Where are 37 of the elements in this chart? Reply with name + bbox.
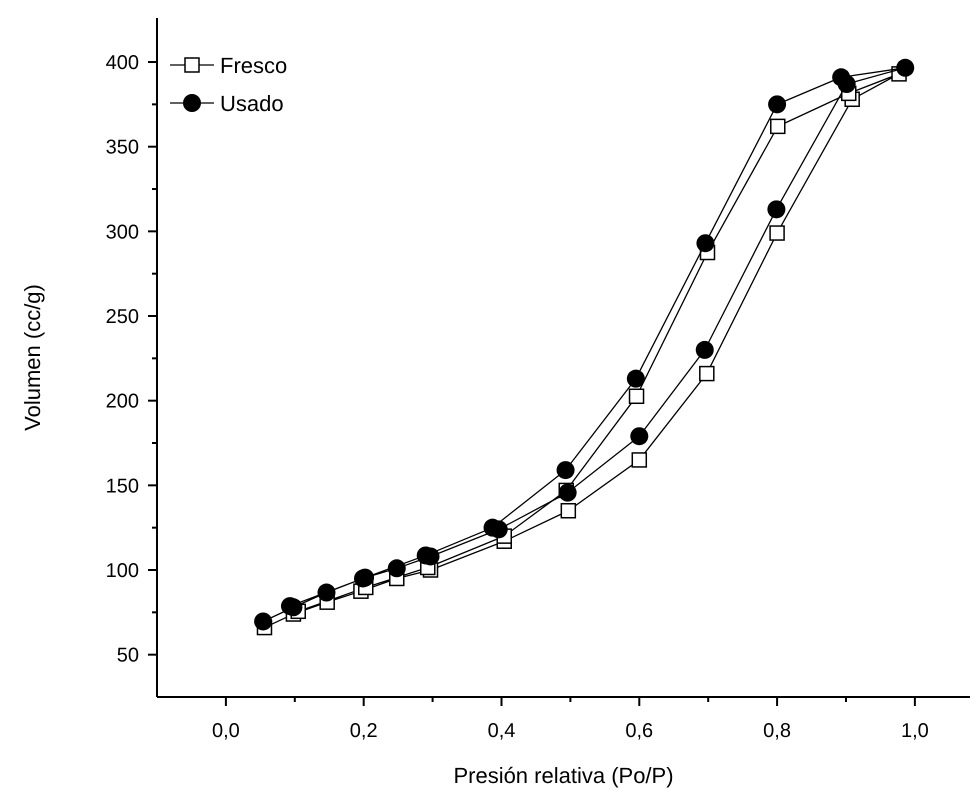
point xyxy=(696,234,714,252)
legend-label: Fresco xyxy=(220,53,288,78)
y-tick-label: 250 xyxy=(106,306,139,328)
point xyxy=(630,427,648,446)
x-tick-label: 0,4 xyxy=(488,720,516,742)
y-tick-label: 400 xyxy=(106,52,139,74)
x-tick-label: 0,2 xyxy=(350,720,378,742)
x-tick-label: 0,8 xyxy=(763,720,791,742)
point xyxy=(767,200,786,218)
point xyxy=(556,461,575,480)
point xyxy=(560,502,576,518)
point xyxy=(388,559,406,578)
y-tick-label: 150 xyxy=(106,475,139,498)
x-axis-title: Presión relativa (Po/P) xyxy=(453,763,674,788)
point xyxy=(632,452,648,468)
x-tick-label: 1,0 xyxy=(900,720,929,742)
point xyxy=(769,225,785,241)
point xyxy=(696,340,714,359)
y-tick-label: 100 xyxy=(106,560,139,582)
point xyxy=(699,366,715,382)
y-tick-label: 350 xyxy=(106,136,139,159)
point xyxy=(832,68,850,86)
x-tick-label: 0,6 xyxy=(625,720,654,742)
point xyxy=(896,58,914,77)
legend-label: Usado xyxy=(220,91,284,116)
point xyxy=(558,484,577,502)
point xyxy=(628,388,644,404)
point xyxy=(768,95,786,114)
x-tick-label: 0,0 xyxy=(212,720,240,742)
y-tick-label: 300 xyxy=(106,221,139,244)
point xyxy=(770,118,786,134)
point xyxy=(626,370,645,388)
point xyxy=(254,612,272,630)
y-axis-title: Volumen (cc/g) xyxy=(20,284,45,431)
y-tick-label: 50 xyxy=(116,644,139,667)
y-tick-label: 200 xyxy=(106,390,139,413)
point xyxy=(317,584,336,602)
